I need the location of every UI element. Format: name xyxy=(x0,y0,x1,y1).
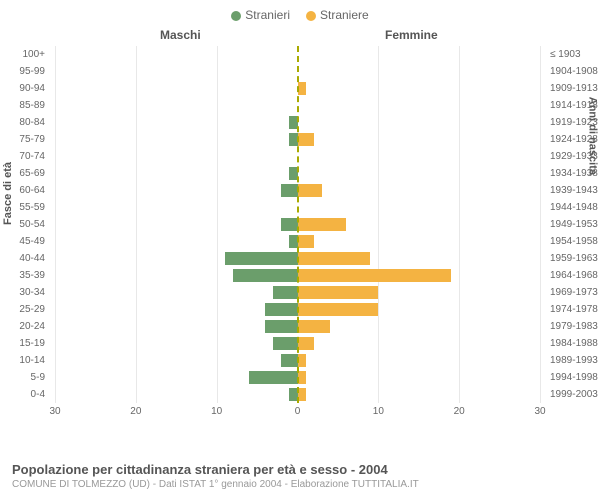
bar-male xyxy=(225,252,298,265)
age-label: 30-34 xyxy=(19,284,45,301)
bar-female xyxy=(298,133,314,146)
x-tick: 20 xyxy=(454,406,465,417)
legend-swatch xyxy=(306,11,316,21)
year-label: 1929-1933 xyxy=(550,148,598,165)
legend: Stranieri Straniere xyxy=(0,8,600,22)
bar-female xyxy=(298,82,306,95)
year-label: 1904-1908 xyxy=(550,63,598,80)
pyramid-chart: StranieriStraniere Fasce di età Anni di … xyxy=(0,0,600,500)
x-tick: 30 xyxy=(49,406,60,417)
plot-area: Maschi Femmine 3020100102030 xyxy=(55,28,540,423)
bar-female xyxy=(298,184,322,197)
bar-female xyxy=(298,286,379,299)
age-label: 65-69 xyxy=(19,165,45,182)
year-labels: ≤ 19031904-19081909-19131914-19181919-19… xyxy=(545,46,600,403)
year-label: 1939-1943 xyxy=(550,182,598,199)
year-label: 1909-1913 xyxy=(550,80,598,97)
year-label: 1964-1968 xyxy=(550,267,598,284)
x-tick: 0 xyxy=(295,406,301,417)
age-label: 35-39 xyxy=(19,267,45,284)
year-label: 1934-1938 xyxy=(550,165,598,182)
age-label: 10-14 xyxy=(19,352,45,369)
bar-female xyxy=(298,218,347,231)
age-label: 15-19 xyxy=(19,335,45,352)
age-label: 0-4 xyxy=(31,386,45,403)
grid-line xyxy=(540,46,541,403)
bar-female xyxy=(298,252,371,265)
age-label: 5-9 xyxy=(31,369,45,386)
bar-male xyxy=(265,320,297,333)
age-label: 20-24 xyxy=(19,318,45,335)
age-label: 95-99 xyxy=(19,63,45,80)
bar-female xyxy=(298,371,306,384)
legend-item: Stranieri xyxy=(231,8,290,22)
year-label: 1949-1953 xyxy=(550,216,598,233)
column-header-female: Femmine xyxy=(385,28,438,42)
legend-label: Straniere xyxy=(320,8,369,22)
age-label: 85-89 xyxy=(19,97,45,114)
year-label: 1944-1948 xyxy=(550,199,598,216)
chart-footer: Popolazione per cittadinanza straniera p… xyxy=(12,462,419,490)
bar-female xyxy=(298,388,306,401)
x-tick: 10 xyxy=(373,406,384,417)
bar-female xyxy=(298,303,379,316)
center-line xyxy=(297,46,299,403)
chart-title: Popolazione per cittadinanza straniera p… xyxy=(12,462,419,477)
legend-swatch xyxy=(231,11,241,21)
legend-item: Straniere xyxy=(306,8,369,22)
year-label: 1969-1973 xyxy=(550,284,598,301)
year-label: 1999-2003 xyxy=(550,386,598,403)
bar-male xyxy=(273,286,297,299)
age-label: 75-79 xyxy=(19,131,45,148)
x-tick: 30 xyxy=(534,406,545,417)
year-label: 1974-1978 xyxy=(550,301,598,318)
bar-male xyxy=(273,337,297,350)
age-label: 45-49 xyxy=(19,233,45,250)
bar-male xyxy=(281,218,297,231)
age-label: 60-64 xyxy=(19,182,45,199)
x-tick: 10 xyxy=(211,406,222,417)
bar-male xyxy=(249,371,298,384)
bar-male xyxy=(233,269,298,282)
x-tick: 20 xyxy=(130,406,141,417)
age-label: 90-94 xyxy=(19,80,45,97)
bar-male xyxy=(281,184,297,197)
legend-label: Stranieri xyxy=(245,8,290,22)
year-label: 1984-1988 xyxy=(550,335,598,352)
bar-female xyxy=(298,354,306,367)
age-label: 50-54 xyxy=(19,216,45,233)
year-label: ≤ 1903 xyxy=(550,46,581,63)
age-label: 70-74 xyxy=(19,148,45,165)
age-label: 55-59 xyxy=(19,199,45,216)
year-label: 1924-1928 xyxy=(550,131,598,148)
age-label: 40-44 xyxy=(19,250,45,267)
year-label: 1994-1998 xyxy=(550,369,598,386)
column-header-male: Maschi xyxy=(160,28,201,42)
bar-male xyxy=(281,354,297,367)
year-label: 1954-1958 xyxy=(550,233,598,250)
chart-subtitle: COMUNE DI TOLMEZZO (UD) - Dati ISTAT 1° … xyxy=(12,479,419,490)
age-label: 80-84 xyxy=(19,114,45,131)
year-label: 1959-1963 xyxy=(550,250,598,267)
year-label: 1979-1983 xyxy=(550,318,598,335)
bar-female xyxy=(298,235,314,248)
x-axis: 3020100102030 xyxy=(55,406,540,421)
year-label: 1989-1993 xyxy=(550,352,598,369)
age-label: 25-29 xyxy=(19,301,45,318)
bar-male xyxy=(265,303,297,316)
bar-female xyxy=(298,269,452,282)
year-label: 1914-1918 xyxy=(550,97,598,114)
age-labels: 100+95-9990-9485-8980-8475-7970-7465-696… xyxy=(0,46,50,403)
bar-female xyxy=(298,337,314,350)
year-label: 1919-1923 xyxy=(550,114,598,131)
age-label: 100+ xyxy=(22,46,45,63)
bar-female xyxy=(298,320,330,333)
